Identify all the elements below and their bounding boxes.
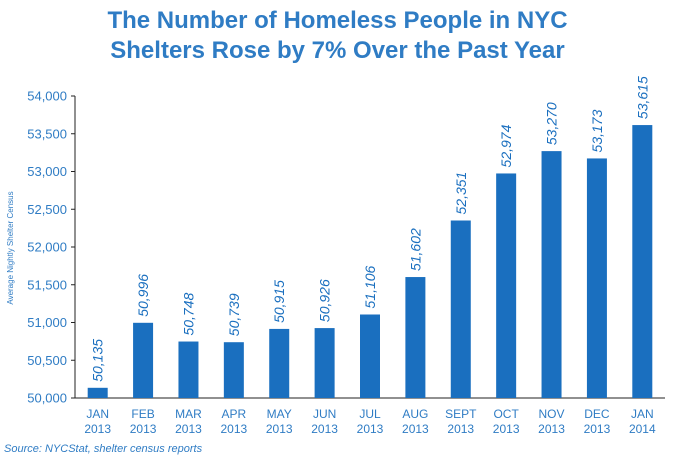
bar bbox=[223, 342, 244, 398]
x-tick-label-year: 2013 bbox=[130, 422, 157, 436]
value-label: 50,926 bbox=[317, 279, 333, 322]
x-tick-label-year: 2013 bbox=[84, 422, 111, 436]
x-tick-label-month: SEPT bbox=[445, 407, 477, 421]
y-tick-label: 52,500 bbox=[27, 202, 67, 217]
bar bbox=[269, 328, 290, 398]
bar bbox=[496, 173, 517, 398]
bar bbox=[586, 158, 607, 398]
y-tick-label: 52,000 bbox=[27, 240, 67, 255]
value-label: 50,915 bbox=[271, 280, 287, 323]
y-tick-label: 50,500 bbox=[27, 353, 67, 368]
chart-title: The Number of Homeless People in NYC She… bbox=[0, 6, 675, 66]
bar bbox=[632, 125, 653, 398]
x-tick-label-year: 2013 bbox=[402, 422, 429, 436]
x-tick-label-month: DEC bbox=[584, 407, 610, 421]
x-tick-label-month: JAN bbox=[86, 407, 109, 421]
x-tick-label-month: AUG bbox=[402, 407, 428, 421]
y-tick-label: 51,500 bbox=[27, 277, 67, 292]
value-label: 53,173 bbox=[589, 109, 605, 152]
y-tick-label: 50,000 bbox=[27, 391, 67, 406]
x-tick-label-month: MAR bbox=[175, 407, 202, 421]
x-tick-label-year: 2014 bbox=[629, 422, 656, 436]
value-label: 50,748 bbox=[180, 292, 196, 335]
value-label: 50,996 bbox=[135, 274, 151, 317]
bar bbox=[360, 314, 380, 398]
x-tick-label-year: 2013 bbox=[266, 422, 293, 436]
bar bbox=[133, 322, 154, 398]
bar bbox=[314, 328, 335, 398]
x-tick-label-month: APR bbox=[222, 407, 247, 421]
x-tick-label-month: FEB bbox=[131, 407, 154, 421]
bar bbox=[450, 220, 471, 398]
x-tick-label-year: 2013 bbox=[357, 422, 384, 436]
x-tick-label-year: 2013 bbox=[447, 422, 474, 436]
x-tick-label-month: OCT bbox=[493, 407, 519, 421]
x-tick-label-year: 2013 bbox=[175, 422, 202, 436]
x-tick-label-year: 2013 bbox=[220, 422, 247, 436]
x-tick-label-month: NOV bbox=[539, 407, 565, 421]
value-label: 50,739 bbox=[226, 293, 242, 336]
x-tick-label-year: 2013 bbox=[584, 422, 611, 436]
y-tick-label: 51,000 bbox=[27, 315, 67, 330]
value-label: 51,602 bbox=[407, 228, 423, 271]
value-label: 52,351 bbox=[453, 172, 469, 215]
bar bbox=[178, 341, 199, 398]
x-tick-label-year: 2013 bbox=[493, 422, 520, 436]
source-note: Source: NYCStat, shelter census reports bbox=[4, 443, 203, 455]
x-tick-label-month: JUL bbox=[359, 407, 381, 421]
bar bbox=[541, 151, 562, 398]
x-tick-label-month: MAY bbox=[267, 407, 292, 421]
x-tick-label-year: 2013 bbox=[538, 422, 565, 436]
chart-title-line-1: The Number of Homeless People in NYC bbox=[107, 7, 568, 34]
x-tick-label-month: JAN bbox=[631, 407, 654, 421]
chart-title-line-2: Shelters Rose by 7% Over the Past Year bbox=[110, 37, 565, 64]
y-tick-label: 53,000 bbox=[27, 164, 67, 179]
value-label: 51,106 bbox=[362, 265, 378, 308]
bar bbox=[87, 387, 108, 398]
value-label: 50,135 bbox=[90, 339, 106, 382]
value-label: 52,974 bbox=[498, 124, 514, 167]
bar bbox=[405, 277, 426, 398]
x-tick-label-month: JUN bbox=[313, 407, 336, 421]
y-tick-label: 54,000 bbox=[27, 89, 67, 104]
y-tick-label: 53,500 bbox=[27, 126, 67, 141]
value-label: 53,270 bbox=[544, 102, 560, 145]
value-label: 53,615 bbox=[634, 76, 650, 119]
x-tick-label-year: 2013 bbox=[311, 422, 338, 436]
